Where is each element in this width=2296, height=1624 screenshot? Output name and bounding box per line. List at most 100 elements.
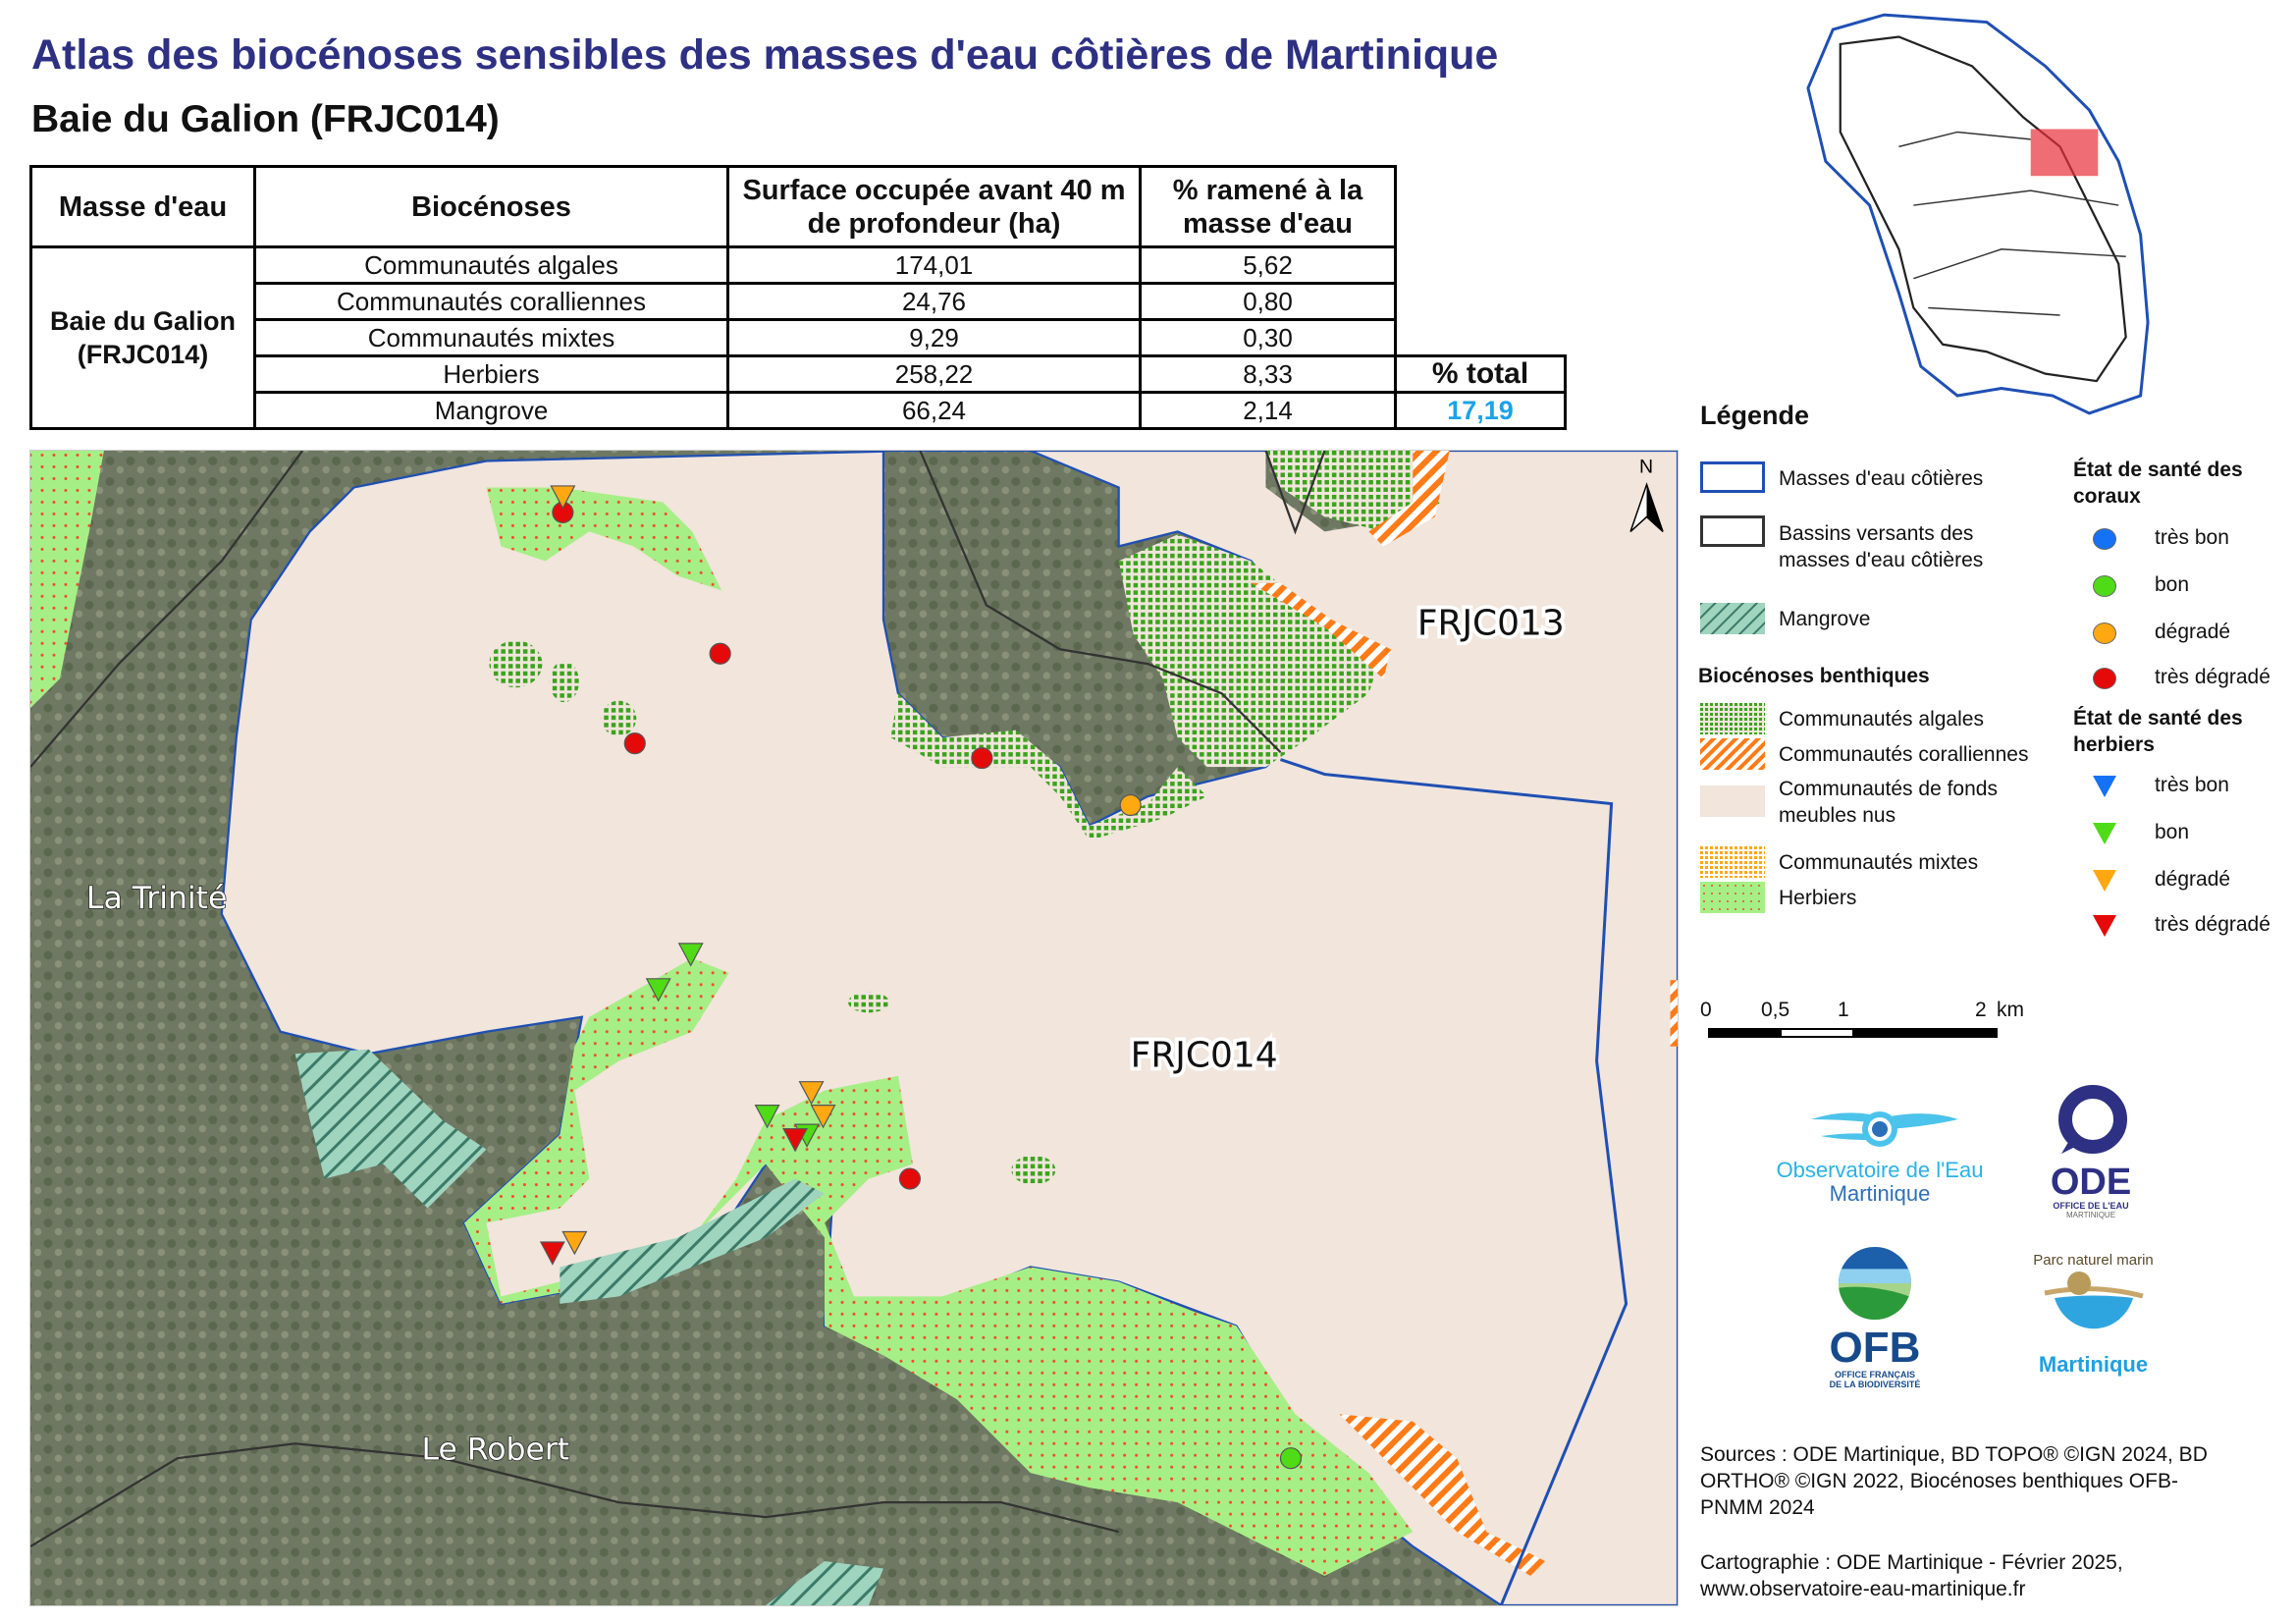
legend-label: Herbiers [1779, 887, 1857, 909]
legend-label: très bon [2155, 774, 2229, 796]
algal-patch [1118, 534, 1384, 768]
seagrass-health-symbol [2093, 915, 2116, 937]
herbier-patch [30, 451, 104, 709]
table-cell: 24,76 [726, 282, 1142, 321]
seagrass-health-marker[interactable] [561, 1230, 588, 1256]
seagrass-health-marker[interactable] [782, 1128, 809, 1153]
coral-health-symbol [2093, 528, 2116, 550]
table-cell: Communautés mixtes [253, 318, 729, 357]
algal-patch [601, 700, 637, 736]
legend-label: Communautés de fonds meubles nus [1779, 778, 1998, 827]
logo-observatoire: Observatoire de l'Eau Martinique [1767, 1105, 1993, 1218]
seagrass-health-marker[interactable] [754, 1105, 780, 1129]
legend-label: Mangrove [1779, 608, 1871, 630]
table-cell: 0,30 [1139, 318, 1397, 357]
table-cell: 2,14 [1139, 391, 1397, 430]
coral-health-marker[interactable] [623, 732, 646, 755]
mangrove-swatch [1700, 603, 1765, 634]
table-cell: 258,22 [726, 354, 1142, 394]
total-value: 17,19 [1394, 391, 1567, 430]
map-title: Atlas des biocénoses sensibles des masse… [31, 31, 1499, 79]
total-label: % total [1394, 354, 1567, 394]
basin-boundary [919, 451, 1282, 753]
algal-patch [848, 992, 889, 1013]
basin-swatch [1700, 515, 1765, 547]
seagrass-health-marker[interactable] [810, 1105, 836, 1129]
legend-section-title: État de santé des coraux [2073, 459, 2243, 508]
table-row: Communautés mixtes 9,29 0,30 [31, 318, 1566, 357]
mangrove-patch [560, 1178, 826, 1304]
coral-health-marker[interactable] [1279, 1447, 1303, 1470]
col-header: % ramené à la masse d'eau [1139, 165, 1397, 248]
algal-swatch [1700, 703, 1765, 734]
algal-patch [549, 661, 579, 703]
legend-label: Bassins versants des masses d'eau côtièr… [1779, 522, 1984, 571]
table-row: Communautés coralliennes 24,76 0,80 [31, 282, 1566, 321]
main-map[interactable]: FRJC013 FRJC014 La Trinité Le Robert N [29, 450, 1679, 1606]
water-body-swatch [1700, 461, 1765, 493]
map-subtitle: Baie du Galion (FRJC014) [31, 98, 500, 140]
table-cell: 0,80 [1139, 282, 1397, 321]
biocenoses-table: Masse d'eau Biocénoses Surface occupée a… [29, 165, 1567, 430]
table-cell: Herbiers [253, 354, 729, 394]
label-frjc013: FRJC013 [1417, 603, 1565, 643]
mass-cell: Baie du Galion (FRJC014) [29, 245, 256, 430]
seagrass-health-marker[interactable] [677, 943, 704, 967]
coral-health-symbol [2093, 668, 2116, 689]
seagrass-health-symbol [2093, 776, 2116, 797]
scale-tick: 0 [1700, 999, 1712, 1021]
legend-section-title: État de santé des herbiers [2073, 707, 2243, 756]
herbier-patch [463, 957, 1414, 1577]
table-cell: 66,24 [726, 391, 1142, 430]
table-cell: Communautés coralliennes [253, 282, 729, 321]
algal-patch [489, 640, 543, 688]
scale-bar: 0 0,5 1 2 km [1700, 997, 2093, 1065]
mangrove-patch [766, 1561, 883, 1605]
coral-swatch [1700, 738, 1765, 770]
locator-map [1806, 13, 2150, 415]
table-row: Herbiers 258,22 8,33 % total [31, 354, 1567, 394]
legend-label: Masses d'eau côtières [1779, 467, 1984, 490]
legend-section-title: Biocénoses benthiques [1698, 665, 1930, 687]
seagrass-health-marker[interactable] [550, 485, 576, 510]
scale-tick: 2 [1975, 999, 1987, 1021]
scale-tick: 1 [1838, 999, 1849, 1021]
table-cell: Mangrove [253, 391, 729, 430]
seagrass-health-marker[interactable] [645, 978, 671, 1002]
legend-label: Communautés coralliennes [1779, 743, 2029, 766]
coral-health-symbol [2093, 623, 2116, 644]
seagrass-health-symbol [2093, 870, 2116, 892]
coral-health-marker[interactable] [898, 1167, 922, 1190]
island-outline [1839, 35, 2127, 383]
col-header: Biocénoses [253, 165, 729, 248]
legend-title: Légende [1700, 401, 1810, 430]
coral-patch [1339, 1414, 1546, 1577]
seagrass-health-marker[interactable] [539, 1241, 565, 1266]
legend-label: bon [2155, 821, 2190, 843]
algal-patch [1011, 1155, 1056, 1185]
coral-patch [1368, 451, 1450, 547]
label-frjc014: FRJC014 [1131, 1036, 1278, 1076]
table-cell: 8,33 [1139, 354, 1397, 394]
extent-indicator [2030, 129, 2099, 177]
basin-boundary [30, 1442, 1119, 1548]
algal-patch [1265, 451, 1443, 532]
seagrass-health-symbol [2093, 823, 2116, 844]
algal-patch [890, 693, 1207, 840]
soft-bottom-swatch [1700, 785, 1765, 817]
cartography-text: Cartographie : ODE Martinique - Février … [1700, 1551, 2123, 1600]
basin-boundary [1264, 451, 1326, 535]
coral-health-marker[interactable] [971, 747, 993, 770]
table-cell: 9,29 [726, 318, 1142, 357]
legend-label: très bon [2155, 526, 2229, 549]
seagrass-health-marker[interactable] [798, 1081, 825, 1106]
svg-text:N: N [1639, 456, 1653, 477]
herbier-swatch [1700, 882, 1765, 913]
table-cell: Communautés algales [253, 245, 729, 285]
col-header: Masse d'eau [29, 165, 256, 248]
coral-health-marker[interactable] [1119, 793, 1142, 817]
basin-boundary [30, 451, 304, 768]
label-le-robert: Le Robert [422, 1433, 570, 1468]
coral-health-marker[interactable] [709, 642, 731, 665]
legend-label: bon [2155, 573, 2190, 596]
